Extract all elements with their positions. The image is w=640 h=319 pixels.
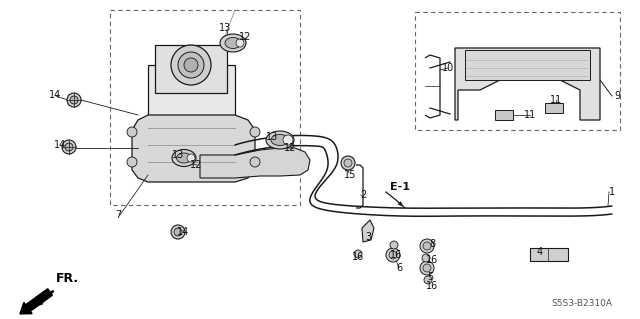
Circle shape [67,93,81,107]
Circle shape [422,254,430,262]
Circle shape [127,157,137,167]
Bar [148,65,235,175]
Text: 1: 1 [609,187,615,197]
Circle shape [171,45,211,85]
Text: 11: 11 [524,110,536,120]
Text: 13: 13 [172,150,184,160]
Bar [465,50,590,80]
Circle shape [250,157,260,167]
Ellipse shape [220,34,246,52]
Polygon shape [455,48,600,120]
Text: 16: 16 [352,252,364,262]
Circle shape [423,242,431,250]
Text: FR.: FR. [56,272,79,285]
Bar [530,248,568,261]
Text: 16: 16 [426,255,438,265]
Circle shape [390,241,398,249]
Text: E-1: E-1 [390,182,410,192]
Text: 12: 12 [190,160,202,170]
Text: 12: 12 [239,32,251,42]
Text: 15: 15 [344,170,356,180]
Circle shape [389,251,397,259]
Polygon shape [200,148,310,178]
Text: 13: 13 [266,132,278,142]
Ellipse shape [266,131,294,149]
Polygon shape [132,115,255,182]
Circle shape [70,96,78,104]
Text: 14: 14 [54,140,66,150]
Circle shape [236,39,244,47]
Ellipse shape [225,38,241,48]
Text: 10: 10 [442,63,454,73]
Ellipse shape [177,153,191,163]
Circle shape [386,248,400,262]
Circle shape [344,159,352,167]
Bar [545,103,563,113]
Circle shape [250,127,260,137]
Circle shape [174,228,182,236]
FancyArrow shape [20,289,52,314]
Text: 12: 12 [284,143,296,153]
Text: 14: 14 [177,227,189,237]
Text: 5: 5 [427,272,433,282]
Ellipse shape [271,135,289,145]
Ellipse shape [172,150,196,167]
Bar [495,110,513,120]
Circle shape [127,127,137,137]
Circle shape [420,239,434,253]
Text: 4: 4 [537,247,543,257]
Text: 8: 8 [429,239,435,249]
Text: 3: 3 [365,232,371,242]
Text: 16: 16 [426,281,438,291]
Text: 9: 9 [614,91,620,101]
Text: 13: 13 [219,23,231,33]
Circle shape [171,225,185,239]
Text: 14: 14 [49,90,61,100]
Bar [415,12,620,130]
Circle shape [187,154,195,162]
Bar [110,10,300,205]
Text: 11: 11 [550,95,562,105]
Circle shape [354,250,362,258]
Text: 7: 7 [115,210,121,220]
Text: 6: 6 [396,263,402,273]
Circle shape [423,264,431,272]
Circle shape [283,135,293,145]
Circle shape [420,261,434,275]
Polygon shape [362,220,374,242]
Circle shape [65,143,73,151]
Circle shape [184,58,198,72]
Text: 16: 16 [390,250,402,260]
Circle shape [62,140,76,154]
Circle shape [424,276,432,284]
Text: 2: 2 [360,190,366,200]
Circle shape [178,52,204,78]
Text: S5S3-B2310A: S5S3-B2310A [551,299,612,308]
Bar [155,45,227,93]
Circle shape [341,156,355,170]
